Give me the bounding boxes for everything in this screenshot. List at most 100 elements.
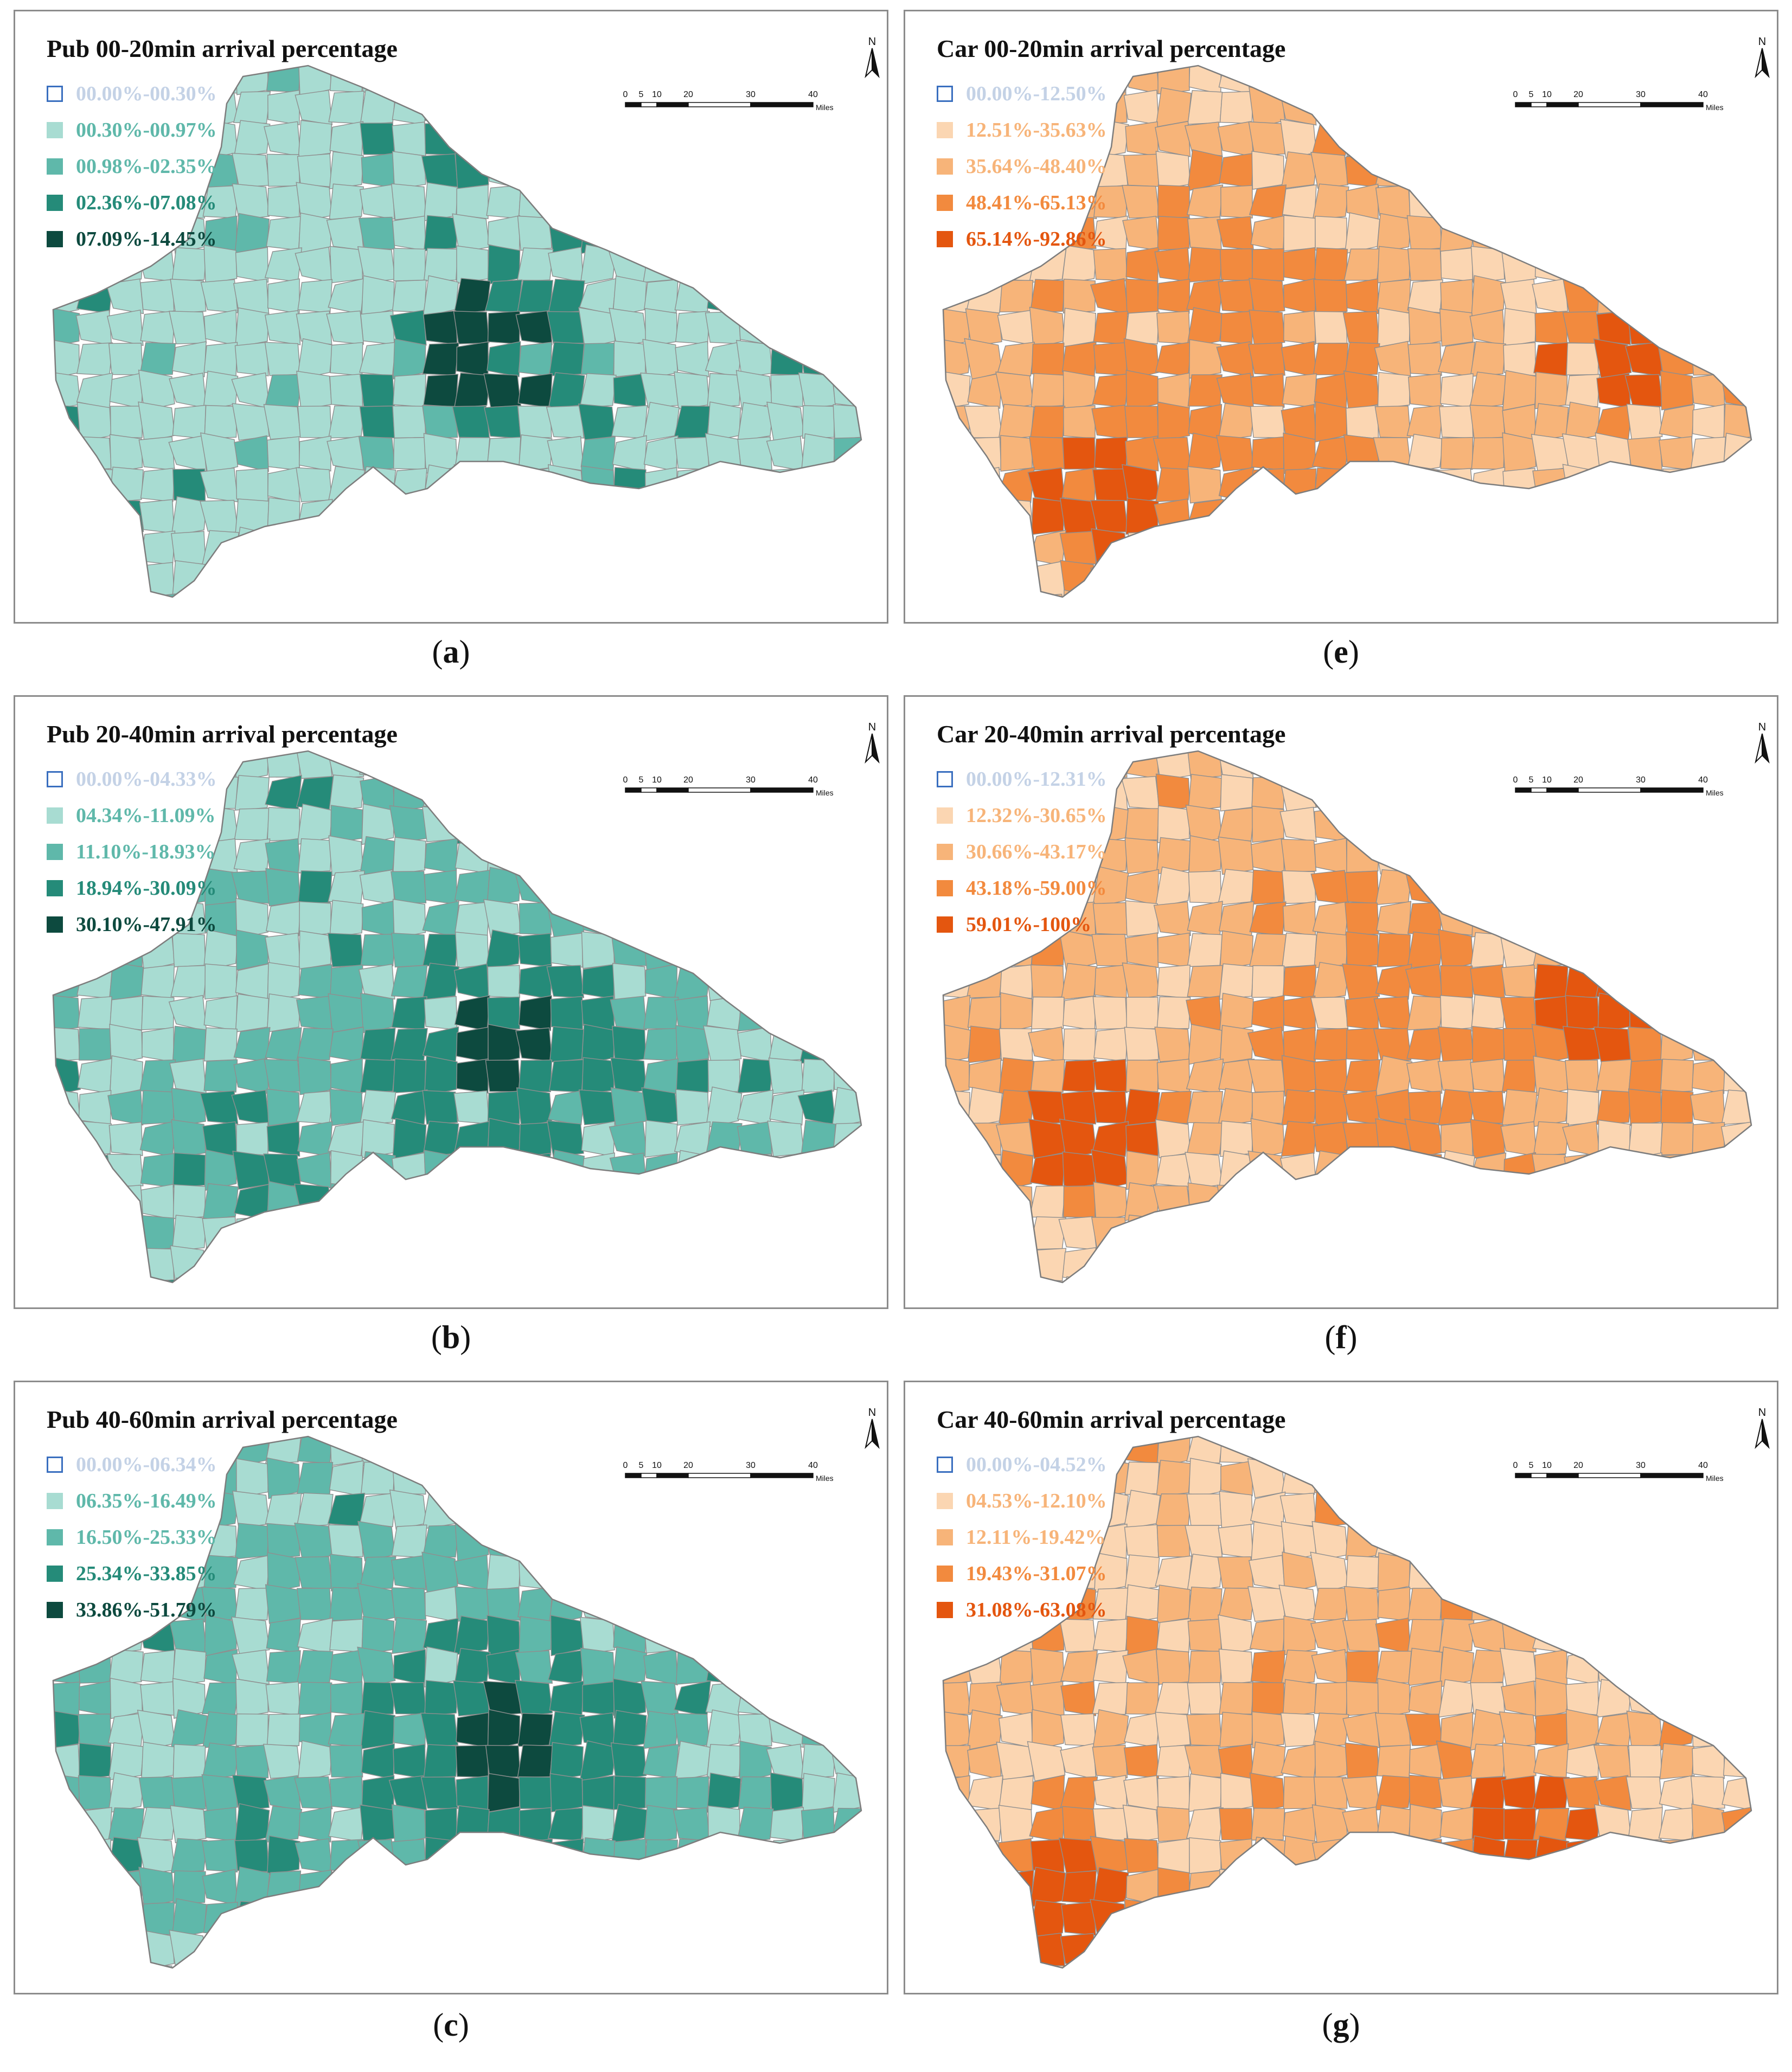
district	[1122, 215, 1160, 251]
district	[1501, 1680, 1537, 1717]
district	[266, 562, 302, 596]
district	[766, 401, 805, 442]
district	[579, 592, 617, 597]
district	[1437, 341, 1476, 377]
district	[1125, 1964, 1160, 1968]
legend-swatch	[937, 1565, 953, 1582]
district	[580, 342, 616, 376]
district	[422, 1090, 458, 1125]
district	[1721, 1586, 1751, 1622]
district	[548, 1150, 585, 1191]
district	[171, 1119, 206, 1158]
district	[1407, 593, 1442, 597]
district	[1374, 531, 1411, 564]
district	[675, 1089, 709, 1126]
district	[1596, 1089, 1633, 1125]
district	[1439, 1184, 1475, 1219]
district	[1187, 933, 1223, 967]
district	[1660, 497, 1694, 536]
district	[456, 1901, 489, 1936]
district	[769, 1089, 805, 1126]
district	[1249, 309, 1285, 346]
legend-label: 00.00%-12.50%	[966, 82, 1107, 105]
north-label: N	[1758, 1407, 1766, 1419]
scale-unit: Miles	[1706, 1474, 1724, 1483]
district	[53, 964, 82, 999]
district	[1595, 1216, 1633, 1251]
district	[392, 151, 426, 190]
district	[676, 559, 709, 597]
district	[943, 1122, 970, 1156]
district	[579, 66, 617, 94]
district	[577, 1587, 616, 1622]
district	[106, 309, 144, 346]
scale-tick-label: 10	[652, 90, 662, 99]
district	[326, 1898, 364, 1939]
district	[831, 213, 861, 253]
district	[580, 244, 617, 285]
district	[455, 1933, 490, 1968]
legend-item: 11.10%-18.93%	[47, 833, 217, 870]
district	[1755, 870, 1778, 905]
district	[425, 1245, 457, 1282]
district	[1282, 901, 1316, 936]
district	[298, 529, 331, 567]
district	[1502, 432, 1537, 474]
district	[1535, 1217, 1567, 1249]
district	[328, 1806, 365, 1843]
district	[1283, 1436, 1316, 1464]
district	[1091, 1217, 1128, 1249]
legend: 00.00%-00.30% 00.30%-00.97% 00.98%-02.35% 0…	[47, 75, 217, 257]
district	[1660, 1493, 1694, 1527]
district	[169, 311, 207, 344]
district	[519, 1776, 552, 1810]
legend-item: 12.51%-35.63%	[937, 112, 1107, 148]
district	[1408, 1436, 1442, 1464]
district	[1755, 1745, 1778, 1778]
district	[1533, 902, 1569, 935]
district	[1596, 1650, 1631, 1684]
district	[1219, 1711, 1254, 1748]
district	[1629, 997, 1662, 1029]
district	[326, 216, 364, 251]
district	[1472, 775, 1505, 811]
district	[551, 1524, 583, 1558]
legend-item: 30.10%-47.91%	[47, 906, 217, 942]
district	[138, 1866, 175, 1908]
district	[1063, 278, 1096, 314]
district	[802, 996, 835, 1030]
district	[1532, 1153, 1569, 1187]
district	[295, 1556, 333, 1589]
district	[1595, 1963, 1633, 1968]
district	[1469, 1776, 1507, 1810]
district	[452, 528, 490, 567]
district	[546, 965, 585, 998]
district	[1723, 1647, 1751, 1687]
district	[359, 466, 396, 504]
district	[943, 1089, 970, 1126]
district	[1281, 1743, 1318, 1780]
district	[579, 1712, 616, 1748]
scale-tick-label: 40	[808, 90, 818, 99]
district	[266, 1457, 300, 1499]
district	[359, 869, 395, 906]
district	[1439, 405, 1474, 439]
district	[487, 965, 520, 998]
district	[393, 1712, 426, 1748]
district	[581, 527, 616, 568]
district	[517, 1712, 553, 1747]
district	[1438, 929, 1474, 971]
district	[1625, 1776, 1663, 1810]
district	[1155, 866, 1192, 908]
district	[328, 1713, 365, 1747]
district	[866, 1710, 888, 1750]
district	[706, 934, 742, 966]
district	[1404, 1184, 1443, 1219]
district	[1629, 1152, 1662, 1189]
district	[551, 1930, 583, 1968]
district	[645, 119, 677, 158]
district	[203, 342, 238, 376]
district	[1282, 932, 1317, 968]
legend-swatch	[937, 880, 953, 896]
district	[1469, 371, 1507, 409]
